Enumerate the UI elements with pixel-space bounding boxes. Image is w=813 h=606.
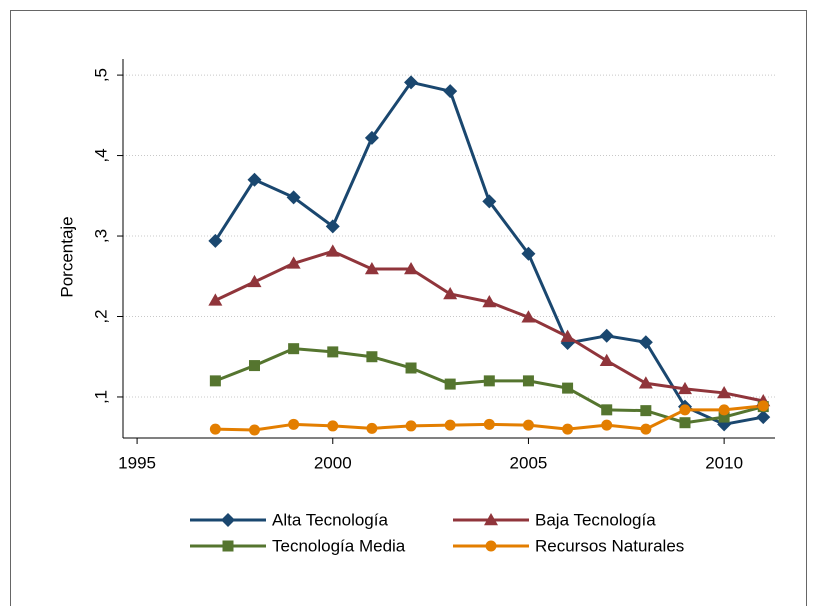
marker bbox=[286, 190, 301, 205]
marker bbox=[444, 419, 456, 431]
y-tick-label: ,3 bbox=[91, 229, 110, 243]
marker bbox=[404, 262, 419, 275]
marker bbox=[560, 329, 575, 342]
frame bbox=[10, 10, 807, 606]
marker bbox=[599, 328, 614, 343]
marker bbox=[521, 246, 536, 261]
x-tick-label: 2010 bbox=[705, 453, 743, 472]
marker bbox=[366, 422, 378, 434]
marker bbox=[679, 417, 691, 429]
marker bbox=[208, 233, 223, 248]
y-tick-label: ,2 bbox=[91, 309, 110, 323]
marker bbox=[209, 423, 221, 435]
marker bbox=[483, 375, 495, 387]
marker bbox=[247, 274, 262, 288]
marker bbox=[562, 382, 574, 394]
marker bbox=[325, 244, 340, 257]
marker bbox=[757, 400, 769, 412]
y-axis-label: Porcentaje bbox=[57, 216, 76, 297]
marker bbox=[638, 376, 653, 389]
y-tick-label: ,5 bbox=[91, 68, 110, 82]
marker bbox=[325, 219, 340, 234]
marker bbox=[601, 419, 613, 431]
marker bbox=[485, 540, 497, 552]
marker bbox=[286, 256, 301, 269]
y-tick-label: ,4 bbox=[91, 148, 110, 162]
marker bbox=[483, 418, 495, 430]
marker bbox=[756, 410, 771, 425]
marker bbox=[443, 286, 458, 300]
marker bbox=[443, 84, 458, 99]
marker bbox=[364, 262, 379, 275]
marker bbox=[484, 513, 498, 526]
marker bbox=[718, 411, 730, 423]
marker bbox=[521, 310, 536, 323]
marker bbox=[364, 130, 379, 145]
marker bbox=[640, 405, 652, 417]
marker bbox=[522, 419, 534, 431]
marker bbox=[209, 375, 221, 387]
marker bbox=[717, 385, 732, 399]
marker bbox=[601, 404, 613, 416]
marker bbox=[522, 375, 534, 387]
x-tick-label: 1995 bbox=[118, 453, 156, 472]
marker bbox=[599, 353, 614, 367]
marker bbox=[208, 293, 223, 306]
marker bbox=[288, 343, 300, 355]
marker bbox=[248, 424, 260, 436]
marker bbox=[404, 75, 419, 90]
marker bbox=[288, 418, 300, 430]
marker bbox=[677, 381, 692, 395]
marker bbox=[221, 513, 235, 527]
marker bbox=[640, 423, 652, 435]
marker bbox=[405, 420, 417, 432]
marker bbox=[638, 335, 653, 350]
legend-label: Recursos Naturales bbox=[535, 536, 684, 555]
x-tick-label: 2005 bbox=[510, 453, 548, 472]
marker bbox=[562, 423, 574, 435]
marker bbox=[222, 540, 234, 552]
y-tick-label: ,1 bbox=[91, 390, 110, 404]
marker bbox=[482, 194, 497, 209]
legend-label: Baja Tecnología bbox=[535, 510, 656, 529]
marker bbox=[482, 295, 497, 308]
marker bbox=[366, 351, 378, 363]
marker bbox=[718, 404, 730, 416]
marker bbox=[444, 378, 456, 390]
marker bbox=[327, 420, 339, 432]
marker bbox=[247, 172, 262, 187]
marker bbox=[248, 360, 260, 372]
x-tick-label: 2000 bbox=[314, 453, 352, 472]
marker bbox=[405, 362, 417, 374]
marker bbox=[679, 404, 691, 416]
legend-label: Tecnología Media bbox=[272, 536, 406, 555]
legend-label: Alta Tecnología bbox=[272, 510, 388, 529]
marker bbox=[327, 346, 339, 358]
